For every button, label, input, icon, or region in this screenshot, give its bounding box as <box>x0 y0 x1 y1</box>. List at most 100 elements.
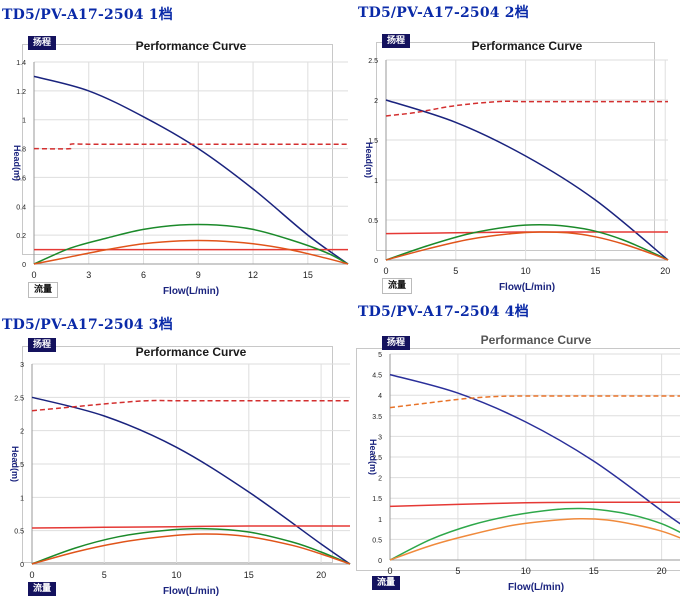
y-tick-label: 2.5 <box>14 395 24 402</box>
y-tick-label: 0.5 <box>14 529 24 536</box>
y-tick-label: 0 <box>20 562 24 569</box>
chart-panel-4: Performance Curve 0 5 10 15 20 0 0.5 1 1.5 2 2.5 3 3.… <box>356 320 680 598</box>
chart-heading-1: TD5/PV-A17-2504 1档 <box>2 7 173 23</box>
x-tick-label: 15 <box>589 566 599 576</box>
y-axis-label: Head(m) <box>10 446 20 482</box>
chart-panel-3: Performance Curve 0 5 10 15 20 0 0.5 1 1.5 2 2.5 3 Fl… <box>2 334 354 596</box>
y-tick-label: 2 <box>20 429 24 436</box>
series-line-head <box>31 396 351 565</box>
x-tick-label: 20 <box>660 266 670 276</box>
flow-badge: 流量 <box>28 582 57 596</box>
x-tick-label: 0 <box>31 270 36 280</box>
y-tick-label: 2 <box>378 476 382 483</box>
series-line-power <box>31 525 351 529</box>
series-line-power <box>389 501 680 508</box>
series-line-head <box>389 373 680 525</box>
chart-svg-1: Performance Curve 0 3 6 9 12 15 0 0.2 0.4 0.6 .8 1 1.… <box>12 39 349 297</box>
x-tick-label: 9 <box>196 270 201 280</box>
head-badge: 扬程 <box>28 36 57 50</box>
flow-badge: 流量 <box>28 282 59 298</box>
y-tick-label: 0.6 <box>16 175 26 182</box>
chart-svg-2: Performance Curve 0 5 10 15 20 0 0.5 1 1.5 2 2.5 Flo… <box>364 39 670 293</box>
x-tick-label: 10 <box>521 566 531 576</box>
y-tick-label: 1.5 <box>372 496 382 503</box>
x-tick-label: 15 <box>244 570 254 580</box>
flow-badge: 流量 <box>372 576 401 590</box>
chart-heading-2: TD5/PV-A17-2504 2档 <box>358 5 529 21</box>
x-tick-label: 0 <box>387 566 392 576</box>
head-badge: 扬程 <box>28 338 57 352</box>
chart-frame <box>22 346 333 563</box>
y-tick-label: 0.4 <box>16 204 26 211</box>
x-tick-label: 0 <box>383 266 388 276</box>
series-line-current <box>33 143 348 150</box>
x-tick-label: 5 <box>453 266 458 276</box>
chart-title: Performance Curve <box>472 39 583 53</box>
chart-heading-4: TD5/PV-A17-2504 4档 <box>358 304 529 320</box>
y-tick-label: 1 <box>22 118 26 125</box>
series-line-current <box>385 100 668 117</box>
y-tick-label: 3 <box>378 434 382 441</box>
y-tick-label: 4.5 <box>372 373 382 380</box>
y-tick-label: 2.5 <box>368 58 378 65</box>
x-tick-label: 20 <box>657 566 667 576</box>
chart-frame <box>376 42 655 251</box>
x-tick-label: 10 <box>172 570 182 580</box>
x-axis-label: Flow(L/min) <box>163 286 219 297</box>
x-tick-label: 3 <box>86 270 91 280</box>
y-tick-label: 1 <box>374 178 378 185</box>
y-tick-label: 3 <box>20 362 24 369</box>
y-tick-label: 4 <box>378 393 382 400</box>
chart-title: Performance Curve <box>136 39 247 53</box>
x-tick-label: 5 <box>455 566 460 576</box>
series-line-current <box>389 395 680 409</box>
x-tick-label: 15 <box>590 266 600 276</box>
series-line-current <box>31 399 350 412</box>
y-tick-label: 3.5 <box>372 414 382 421</box>
y-tick-label: 0.5 <box>372 537 382 544</box>
chart-svg-3: Performance Curve 0 5 10 15 20 0 0.5 1 1.5 2 2.5 3 Fl… <box>10 345 351 596</box>
head-badge: 扬程 <box>382 34 411 48</box>
y-tick-label: 1.5 <box>14 462 24 469</box>
chart-panel-1: Performance Curve 0 3 6 9 12 15 0 0.2 0.4 0.6 .8 1 1.… <box>2 24 354 300</box>
head-badge: 扬程 <box>382 336 411 350</box>
x-axis-label: Flow(L/min) <box>508 582 564 593</box>
x-axis-label: Flow(L/min) <box>499 282 555 293</box>
series-line-efficiency <box>33 223 349 265</box>
x-tick-label: 6 <box>141 270 146 280</box>
x-tick-label: 10 <box>521 266 531 276</box>
series-line-output <box>31 533 351 565</box>
x-tick-label: 0 <box>29 570 34 580</box>
series-line-efficiency <box>31 527 351 565</box>
chart-panel-2: Performance Curve 0 5 10 15 20 0 0.5 1 1.5 2 2.5 Flo… <box>356 22 678 298</box>
y-tick-label: 0.2 <box>16 233 26 240</box>
series-line-head <box>385 99 669 261</box>
y-axis-label: Head(m) <box>368 439 378 475</box>
y-tick-label: 1 <box>20 495 24 502</box>
x-tick-label: 5 <box>102 570 107 580</box>
series-line-efficiency <box>389 507 680 561</box>
series-line-output <box>385 231 669 261</box>
flow-badge: 流量 <box>382 278 413 294</box>
y-axis-label: Head(m) <box>12 145 22 181</box>
y-axis-label: Head(m) <box>364 142 374 178</box>
chart-frame <box>22 44 333 255</box>
x-axis-label: Flow(L/min) <box>163 586 219 596</box>
y-tick-label: 0 <box>378 558 382 565</box>
series-line-efficiency <box>385 224 669 261</box>
series-line-output <box>33 239 349 265</box>
x-tick-label: 20 <box>316 570 326 580</box>
y-tick-label: 1.5 <box>368 138 378 145</box>
y-tick-label: 5 <box>378 352 382 359</box>
y-tick-label: 2.5 <box>372 455 382 462</box>
y-tick-label: 0 <box>22 262 26 269</box>
chart-frame <box>356 348 680 571</box>
y-tick-label: 2 <box>374 98 378 105</box>
series-line-output <box>389 518 680 561</box>
chart-title: Performance Curve <box>136 345 247 359</box>
chart-svg-4: Performance Curve 0 5 10 15 20 0 0.5 1 1.5 2 2.5 3 3.… <box>356 333 680 593</box>
y-tick-label: 0.5 <box>368 218 378 225</box>
x-tick-label: 15 <box>303 270 313 280</box>
chart-title: Performance Curve <box>481 333 592 347</box>
y-tick-label: .8 <box>20 147 26 154</box>
